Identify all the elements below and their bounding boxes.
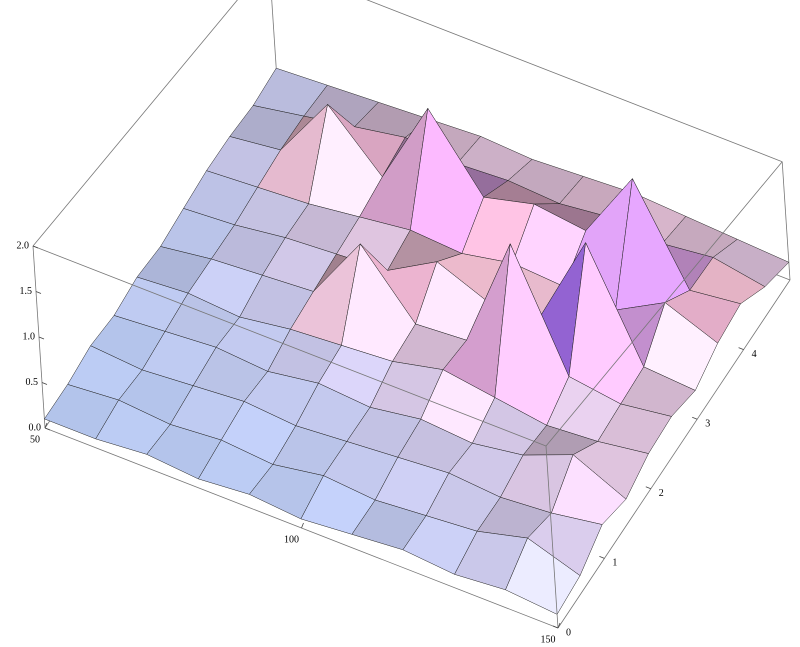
box-edge [32, 0, 238, 247]
z-tick-label: 2.0 [17, 240, 30, 251]
z-tick-label: 0.5 [26, 377, 39, 388]
y-tick [552, 625, 559, 629]
surface-patch [505, 537, 581, 615]
x-tick-label: 100 [284, 534, 299, 545]
z-tick-label: 1.5 [20, 286, 33, 297]
box-edge [366, 0, 783, 163]
x-tick [557, 622, 561, 629]
y-tick [599, 556, 605, 559]
z-tick [38, 336, 45, 340]
box-edge [545, 445, 559, 629]
y-tick-label: 0 [566, 627, 571, 638]
z-tick-label: 0.0 [29, 422, 42, 433]
z-tick-label: 1.0 [23, 331, 36, 342]
y-tick [645, 486, 651, 490]
y-tick-label: 3 [705, 418, 710, 429]
box-edge [271, 0, 278, 81]
z-tick [44, 427, 51, 431]
box-front: 0.0 0.5 1.0 1.5 2.0 50 100 150 0 1 2 3 4 [17, 161, 783, 645]
surface [44, 67, 790, 615]
box-edge [781, 161, 791, 281]
z-tick [35, 291, 42, 294]
box-edge [32, 245, 547, 447]
x-tick [301, 522, 304, 529]
y-tick-label: 4 [752, 349, 757, 360]
y-tick [692, 416, 698, 420]
box-edge [545, 161, 783, 447]
z-tick [32, 245, 39, 249]
y-tick-label: 2 [659, 488, 664, 499]
x-tick [44, 422, 48, 429]
y-tick [738, 347, 744, 350]
y-tick-label: 1 [612, 558, 617, 569]
x-tick-label: 150 [541, 634, 556, 645]
z-tick [41, 382, 48, 385]
x-tick-label: 50 [30, 434, 40, 445]
box-edge [557, 279, 791, 629]
